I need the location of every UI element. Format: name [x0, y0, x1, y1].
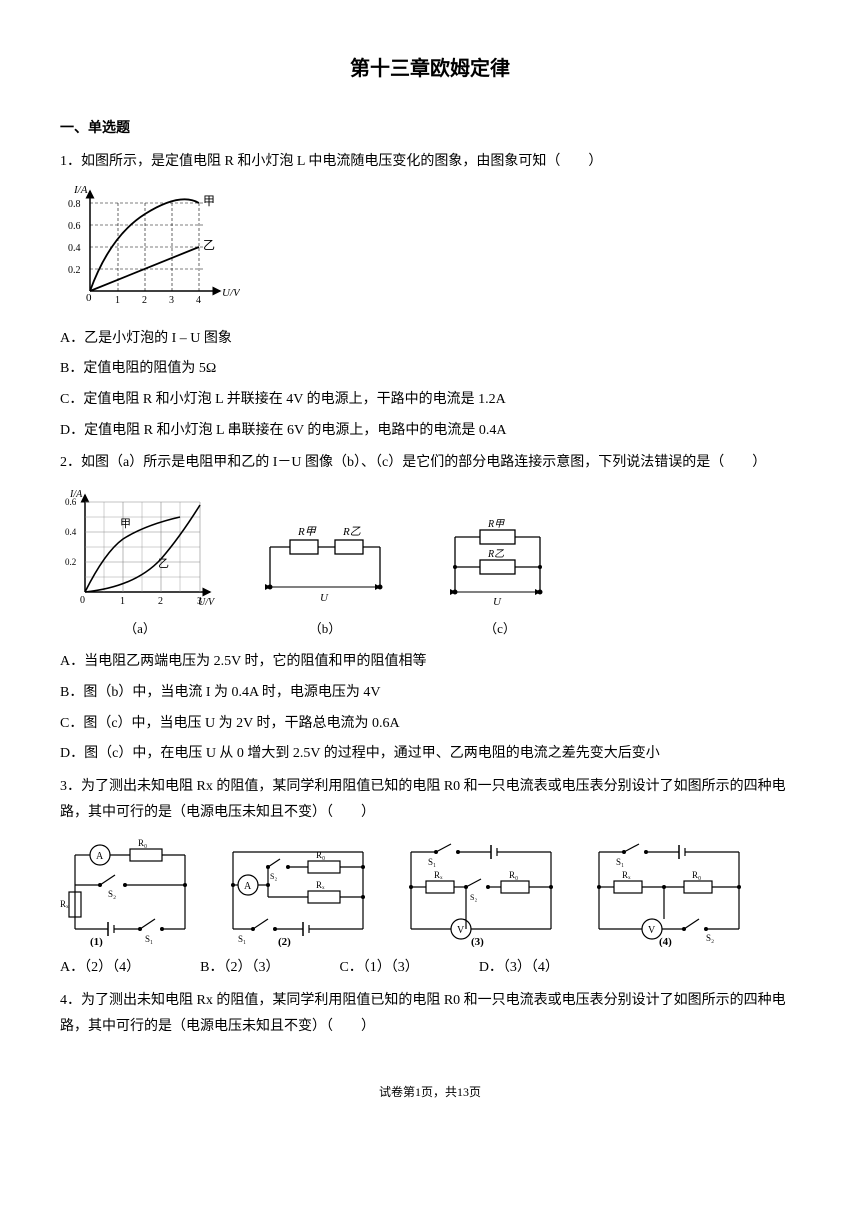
q3-stem: 3．为了测出未知电阻 Rx 的阻值，某同学利用阻值已知的电阻 R0 和一只电流表… — [60, 774, 800, 827]
svg-text:V: V — [648, 925, 656, 936]
q3-optC: C．（1）（3） — [339, 955, 418, 982]
q2-optC: C．图（c）中，当电压 U 为 2V 时，干路总电流为 0.6A — [60, 711, 800, 738]
fig-c-label: （c） — [430, 617, 570, 642]
svg-text:3: 3 — [197, 596, 202, 607]
q1-stem: 1．如图所示，是定值电阻 R 和小灯泡 L 中电流随电压变化的图象，由图象可知（… — [60, 149, 800, 176]
svg-text:V: V — [457, 925, 465, 936]
svg-text:1: 1 — [115, 295, 120, 306]
svg-text:(1): (1) — [90, 936, 103, 947]
svg-text:1: 1 — [120, 596, 125, 607]
svg-text:S₁: S₁ — [238, 934, 246, 944]
svg-text:R甲: R甲 — [297, 526, 317, 538]
svg-text:S₂: S₂ — [108, 889, 116, 899]
q4-stem: 4．为了测出未知电阻 Rx 的阻值，某同学利用阻值已知的电阻 R0 和一只电流表… — [60, 988, 800, 1041]
fig-b-label: （b） — [250, 617, 400, 642]
svg-text:R₀: R₀ — [316, 850, 325, 860]
svg-text:U: U — [493, 596, 502, 608]
q3-options: A．（2）（4） B．（2）（3） C．（1）（3） D．（3）（4） — [60, 955, 800, 982]
svg-text:I/A: I/A — [73, 184, 88, 196]
svg-text:(4): (4) — [659, 936, 672, 947]
svg-text:A: A — [96, 851, 104, 862]
svg-text:Rₓ: Rₓ — [60, 899, 69, 909]
svg-text:(2): (2) — [278, 936, 291, 947]
svg-text:0.6: 0.6 — [65, 497, 77, 507]
svg-text:0.2: 0.2 — [65, 557, 76, 567]
svg-text:0.4: 0.4 — [65, 527, 77, 537]
svg-text:S₂: S₂ — [270, 872, 277, 881]
q2-optD: D．图（c）中，在电压 U 从 0 增大到 2.5V 的过程中，通过甲、乙两电阻… — [60, 741, 800, 768]
svg-text:R₀: R₀ — [509, 870, 518, 880]
q2-stem: 2．如图（a）所示是电阻甲和乙的 I－U 图像（b）、（c）是它们的部分电路连接… — [60, 450, 800, 477]
q3-optB: B．（2）（3） — [200, 955, 279, 982]
q2-optB: B．图（b）中，当电流 I 为 0.4A 时，电源电压为 4V — [60, 680, 800, 707]
svg-text:S₂: S₂ — [706, 933, 714, 943]
svg-text:R₀: R₀ — [138, 838, 147, 848]
svg-text:甲: 甲 — [203, 194, 215, 208]
svg-text:S₂: S₂ — [470, 893, 477, 902]
svg-text:0.6: 0.6 — [68, 221, 81, 232]
q1-optA: A．乙是小灯泡的 I – U 图象 — [60, 326, 800, 353]
svg-text:甲: 甲 — [120, 518, 131, 530]
svg-text:0: 0 — [80, 595, 85, 606]
page-footer: 试卷第1页，共13页 — [60, 1081, 800, 1104]
svg-text:S₁: S₁ — [145, 934, 153, 944]
svg-text:R甲: R甲 — [487, 519, 505, 530]
svg-text:Rₓ: Rₓ — [434, 870, 443, 880]
svg-text:乙: 乙 — [203, 238, 215, 252]
svg-text:4: 4 — [196, 295, 201, 306]
svg-text:(3): (3) — [471, 936, 484, 947]
svg-text:U: U — [320, 592, 329, 604]
svg-text:U/V: U/V — [222, 287, 240, 299]
q3-optD: D．（3）（4） — [479, 955, 559, 982]
svg-text:R乙: R乙 — [487, 549, 504, 560]
svg-text:2: 2 — [158, 596, 163, 607]
svg-text:Rₓ: Rₓ — [316, 880, 325, 890]
svg-text:R乙: R乙 — [342, 526, 361, 538]
q3-optA: A．（2）（4） — [60, 955, 140, 982]
q2-optA: A．当电阻乙两端电压为 2.5V 时，它的阻值和甲的阻值相等 — [60, 649, 800, 676]
q1-optB: B．定值电阻的阻值为 5Ω — [60, 356, 800, 383]
svg-text:0.2: 0.2 — [68, 265, 81, 276]
chapter-title: 第十三章欧姆定律 — [60, 50, 800, 88]
svg-text:2: 2 — [142, 295, 147, 306]
section-heading: 一、单选题 — [60, 116, 800, 143]
q2-figures: 0 U/V I/A 123 0.20.40.6 甲 乙 （a） — [60, 487, 800, 642]
svg-text:S₁: S₁ — [428, 857, 436, 867]
svg-text:0.4: 0.4 — [68, 243, 81, 254]
svg-text:乙: 乙 — [158, 557, 169, 570]
q1-chart: 0 U/V I/A 1 2 3 4 0.2 0.4 0.6 0.8 甲 乙 — [60, 181, 240, 311]
svg-text:S₁: S₁ — [616, 857, 624, 867]
svg-text:3: 3 — [169, 295, 174, 306]
svg-text:0.8: 0.8 — [68, 199, 81, 210]
svg-text:A: A — [244, 881, 252, 892]
q1-optC: C．定值电阻 R 和小灯泡 L 并联接在 4V 的电源上，干路中的电流是 1.2… — [60, 387, 800, 414]
q1-optD: D．定值电阻 R 和小灯泡 L 串联接在 6V 的电源上，电路中的电流是 0.4… — [60, 418, 800, 445]
svg-text:0: 0 — [86, 292, 92, 304]
svg-text:R₀: R₀ — [692, 870, 701, 880]
svg-text:Rₓ: Rₓ — [622, 870, 631, 880]
q3-circuits: A R₀ S₂ Rₓ S₁ (1) A S₂ R₀ — [60, 837, 800, 947]
fig-a-label: （a） — [60, 617, 220, 642]
